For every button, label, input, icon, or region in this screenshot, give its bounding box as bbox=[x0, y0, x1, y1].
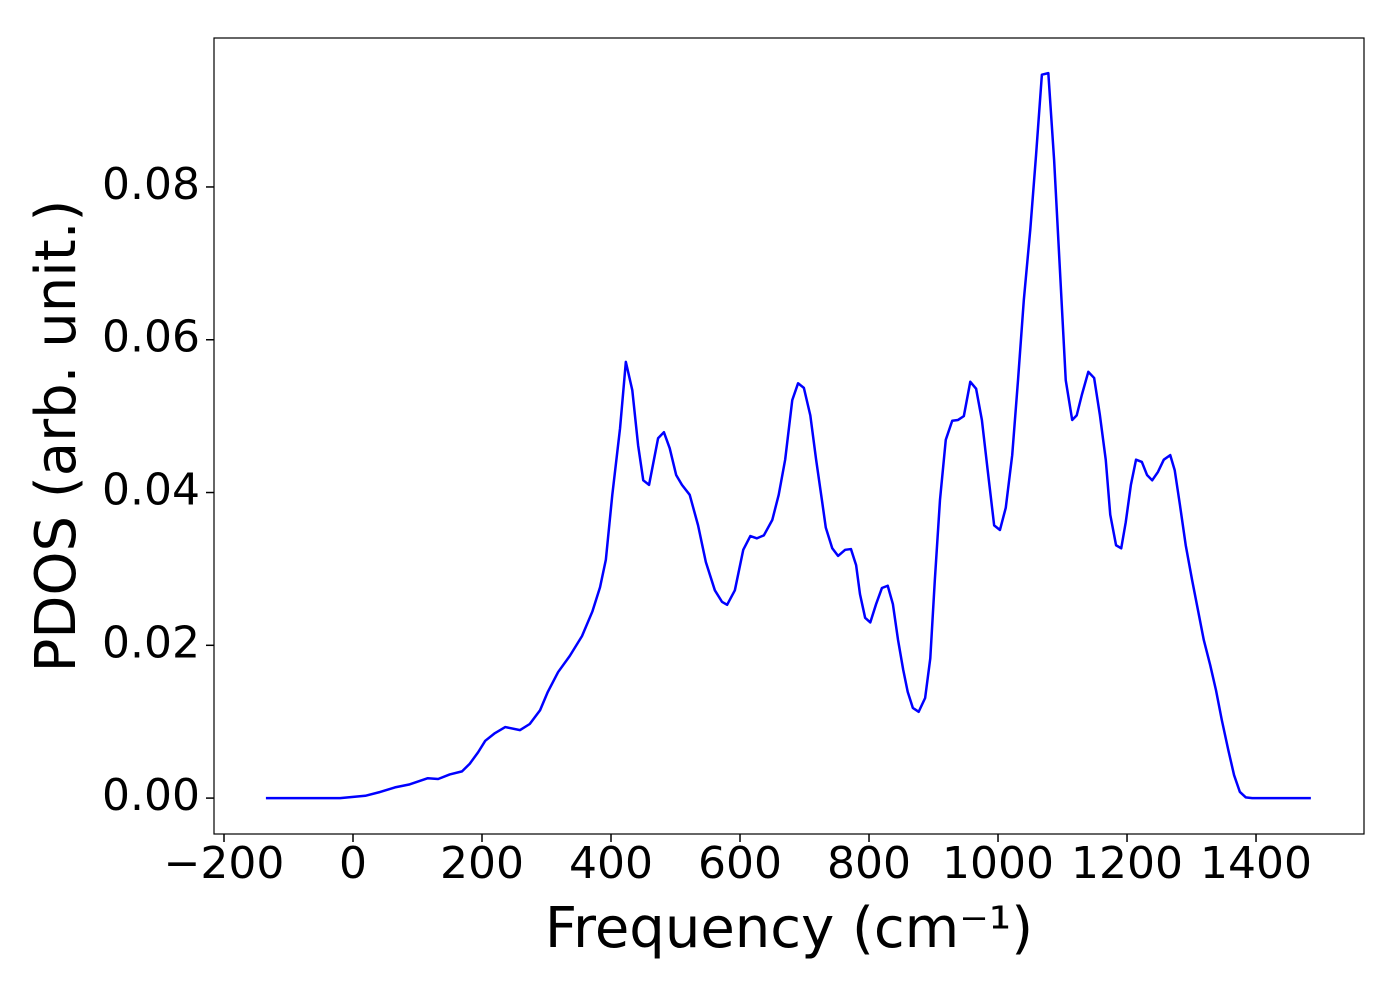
x-tick-label: 400 bbox=[569, 838, 653, 889]
y-tick-label: 0.04 bbox=[102, 465, 200, 516]
y-tick-label: 0.08 bbox=[102, 159, 200, 210]
x-axis-label: Frequency (cm⁻¹) bbox=[545, 896, 1033, 961]
x-tick-label: 0 bbox=[339, 838, 367, 889]
y-tick-label: 0.02 bbox=[102, 617, 200, 668]
y-tick-label: 0.06 bbox=[102, 312, 200, 363]
x-tick-label: 600 bbox=[698, 838, 782, 889]
x-tick-label: 1000 bbox=[942, 838, 1054, 889]
y-tick-label: 0.00 bbox=[102, 770, 200, 821]
data-line bbox=[265, 71, 1311, 800]
x-tick-label: 1400 bbox=[1200, 838, 1312, 889]
y-axis-label: PDOS (arb. unit.) bbox=[24, 200, 89, 673]
x-tick-label: −200 bbox=[164, 838, 285, 889]
x-tick-label: 800 bbox=[827, 838, 911, 889]
x-tick-label: 200 bbox=[440, 838, 524, 889]
plot-frame bbox=[213, 37, 1365, 835]
x-tick-label: 1200 bbox=[1071, 838, 1183, 889]
